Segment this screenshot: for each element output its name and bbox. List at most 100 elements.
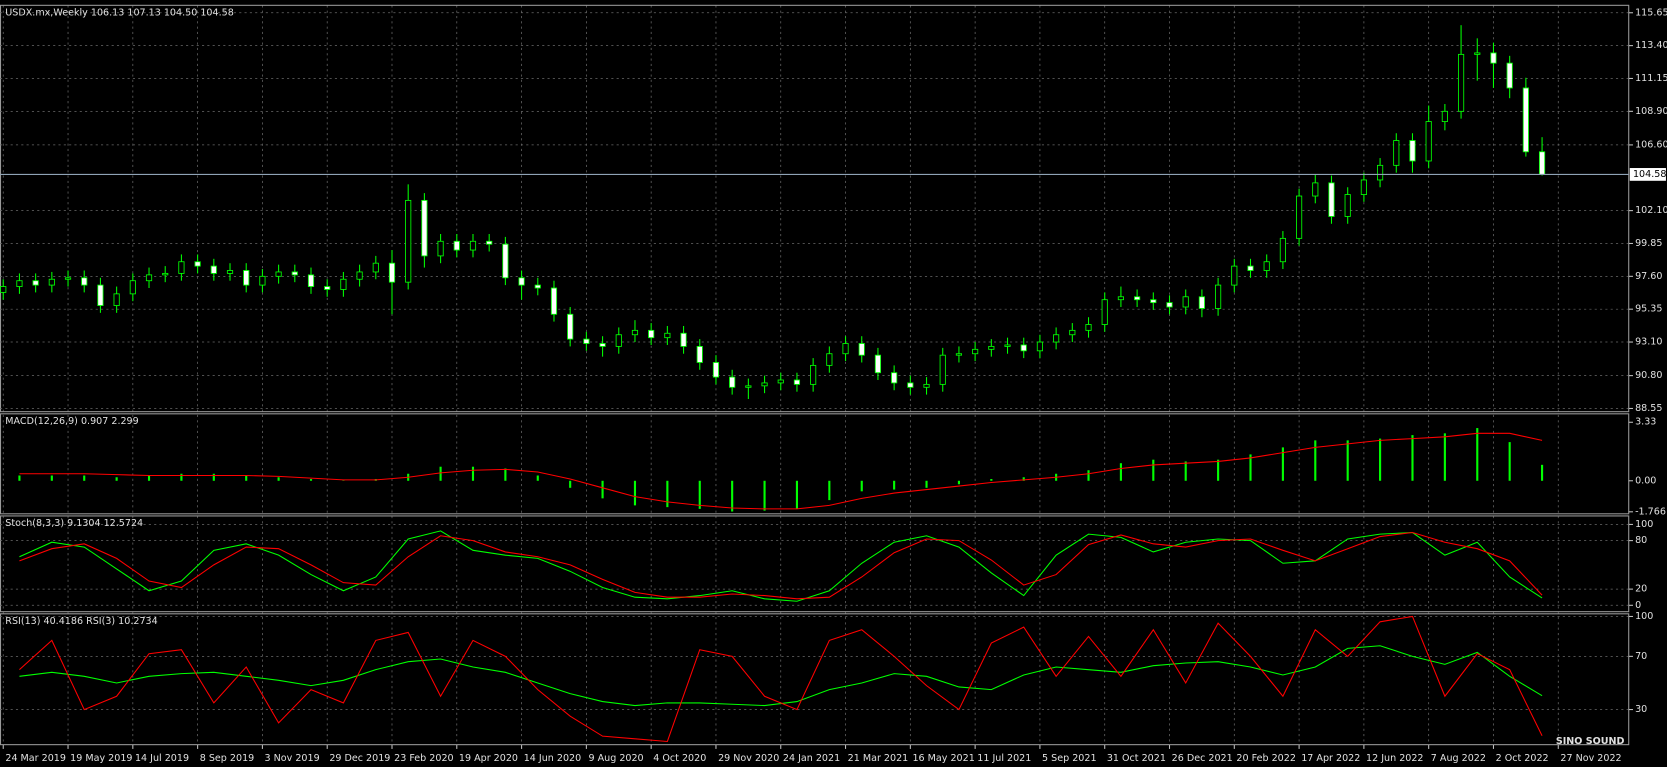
candle-body	[648, 329, 655, 339]
panel-title: USDX.mx,Weekly 106.13 107.13 104.50 104.…	[5, 7, 233, 18]
candle-body	[729, 376, 736, 388]
candle-body	[1101, 299, 1108, 325]
x-tick-label: 29 Nov 2020	[718, 753, 779, 764]
candle-body	[194, 261, 201, 267]
x-tick-label: 14 Jul 2019	[135, 753, 189, 764]
candle-body	[1344, 194, 1351, 217]
x-tick-label: 14 Jun 2020	[524, 753, 582, 764]
candle-body	[1150, 299, 1157, 304]
y-tick-label: -1.766	[1635, 506, 1666, 517]
y-tick-label: 20	[1635, 584, 1647, 595]
x-tick-label: 11 Jul 2021	[977, 753, 1031, 764]
candle-body	[793, 379, 801, 385]
candle-body	[826, 353, 833, 366]
candle-body	[372, 262, 379, 273]
x-tick-label: 26 Dec 2021	[1172, 753, 1233, 764]
candle-body	[340, 278, 347, 290]
indicator-line	[19, 645, 1543, 707]
x-tick-label: 29 Dec 2019	[329, 753, 390, 764]
candle-body	[631, 329, 639, 336]
indicator-line	[19, 615, 1543, 743]
candle-body	[81, 277, 88, 286]
candle-body	[955, 353, 963, 356]
y-tick-label: 0.00	[1635, 475, 1656, 486]
x-tick-label: 27 Nov 2022	[1560, 753, 1621, 764]
candle-body	[32, 280, 39, 286]
candle-body	[1441, 110, 1448, 122]
candle-body	[97, 284, 104, 306]
y-tick-label: 111.15	[1635, 73, 1667, 84]
candle-body	[388, 262, 396, 283]
y-tick-label: 93.10	[1635, 337, 1662, 348]
panel-title: RSI(13) 40.4186 RSI(3) 10.2734	[5, 616, 157, 627]
candle-body	[923, 383, 930, 388]
candle-body	[259, 275, 266, 286]
x-tick-label: 23 Feb 2020	[394, 753, 453, 764]
candle-body	[939, 354, 946, 385]
y-tick-label: 90.80	[1635, 370, 1662, 381]
x-tick-label: 19 May 2019	[70, 753, 132, 764]
candle-body	[858, 343, 865, 356]
candle-body	[1231, 265, 1238, 286]
y-tick-label: 102.10	[1635, 205, 1667, 216]
watermark: SINO SOUND	[1556, 736, 1625, 747]
candle-body	[1506, 62, 1513, 89]
candle-body	[1004, 344, 1011, 347]
x-tick-label: 8 Sep 2019	[200, 753, 255, 764]
candle-body	[1053, 334, 1060, 343]
y-tick-label: 97.60	[1635, 271, 1662, 282]
candle-body	[129, 280, 136, 295]
y-tick-label: 88.55	[1635, 403, 1662, 414]
panel-title: Stoch(8,3,3) 9.1304 12.5724	[5, 518, 143, 529]
candle-body	[486, 240, 493, 245]
candle-body	[405, 199, 412, 283]
candle-body	[1425, 121, 1432, 162]
y-tick-label: 115.65	[1635, 7, 1667, 18]
panel-title: MACD(12,26,9) 0.907 2.299	[5, 416, 138, 427]
panel-frame	[0, 4, 1630, 413]
candle-body	[1198, 296, 1205, 309]
x-tick-label: 21 Mar 2021	[848, 753, 909, 764]
candle-body	[1296, 195, 1303, 239]
x-tick-label: 19 Apr 2020	[459, 753, 518, 764]
candle-body	[761, 382, 768, 387]
candle-body	[1360, 179, 1367, 195]
x-tick-label: 24 Jan 2021	[783, 753, 840, 764]
candle-body	[437, 240, 444, 257]
y-tick-label: 108.90	[1635, 106, 1667, 117]
y-tick-label: 113.40	[1635, 40, 1667, 51]
indicator-line	[19, 432, 1543, 510]
candle-body	[567, 313, 574, 340]
x-tick-label: 2 Oct 2022	[1496, 753, 1549, 764]
candle-body	[1069, 329, 1076, 336]
candle-body	[1474, 52, 1481, 55]
x-tick-label: 5 Sep 2021	[1042, 753, 1097, 764]
y-tick-label: 30	[1635, 704, 1647, 715]
candle-body	[518, 277, 525, 286]
candle-body	[712, 362, 720, 378]
x-tick-label: 12 Jun 2022	[1366, 753, 1424, 764]
candle-body	[210, 265, 217, 274]
candle-body	[534, 284, 541, 289]
x-tick-label: 24 Mar 2019	[5, 753, 66, 764]
x-tick-label: 4 Oct 2020	[653, 753, 706, 764]
y-tick-label: 99.85	[1635, 238, 1662, 249]
indicator-line	[19, 531, 1543, 600]
candle-body	[356, 271, 363, 280]
candle-body	[1393, 140, 1400, 166]
candle-body	[599, 343, 606, 347]
y-tick-label: 100	[1635, 611, 1653, 622]
y-tick-label: 80	[1635, 535, 1647, 546]
y-tick-label: 95.35	[1635, 304, 1662, 315]
candle-body	[1020, 344, 1027, 352]
candle-body	[550, 287, 558, 315]
candle-body	[777, 379, 784, 384]
candle-body	[583, 338, 590, 344]
y-tick-label: 0	[1635, 600, 1641, 611]
candle-body	[1182, 296, 1189, 308]
candle-body	[307, 274, 315, 287]
candle-body	[421, 199, 428, 257]
candle-body	[664, 332, 671, 339]
candle-body	[48, 278, 55, 286]
candle-body	[1036, 341, 1044, 352]
